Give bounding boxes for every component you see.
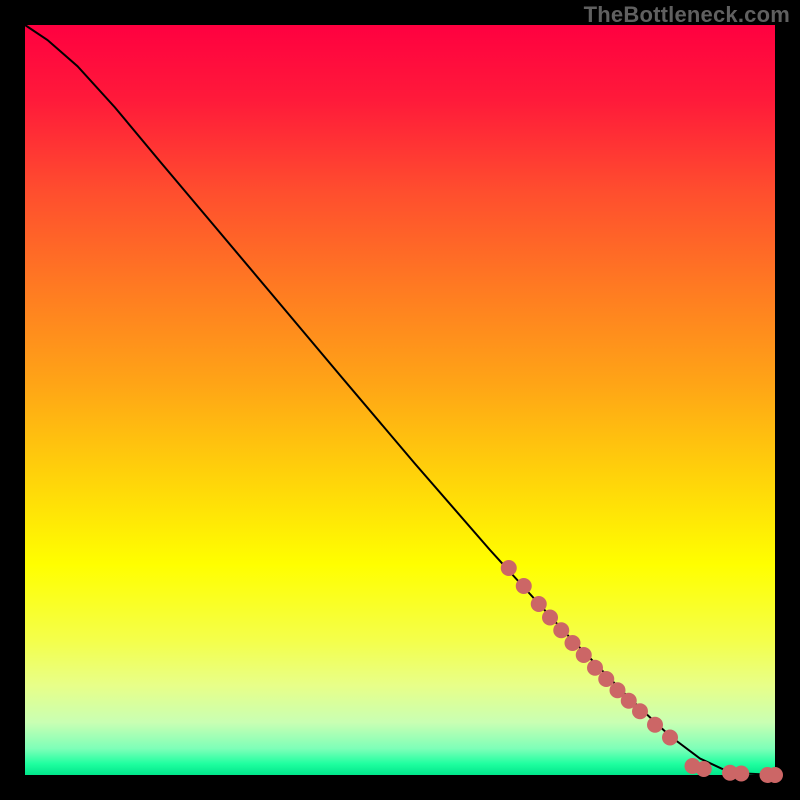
data-marker [632,703,648,719]
data-marker [531,596,547,612]
plot-background [25,25,775,775]
data-marker [647,717,663,733]
data-marker [501,560,517,576]
data-marker [553,622,569,638]
data-marker [733,766,749,782]
data-marker [662,730,678,746]
data-marker [696,761,712,777]
data-marker [565,635,581,651]
plot-svg [0,0,800,800]
data-marker [767,767,783,783]
data-marker [542,610,558,626]
data-marker [576,647,592,663]
chart-stage: TheBottleneck.com [0,0,800,800]
data-marker [516,578,532,594]
